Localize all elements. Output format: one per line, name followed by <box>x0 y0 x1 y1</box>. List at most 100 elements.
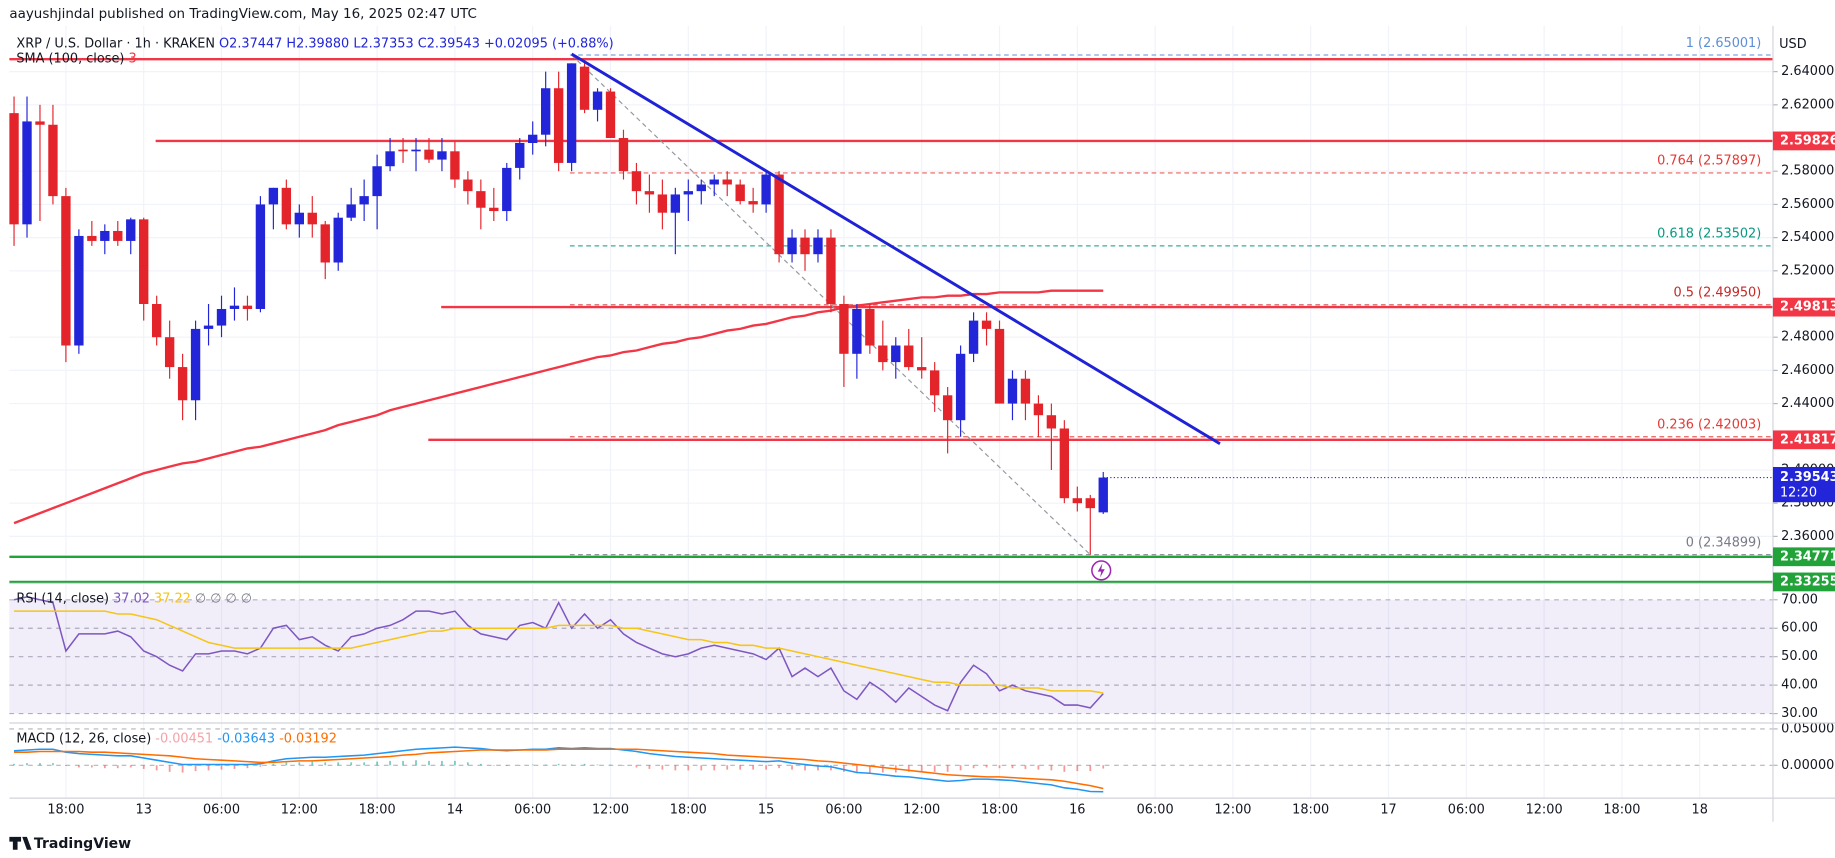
macd-histogram-bar <box>687 765 690 771</box>
macd-histogram-bar <box>181 765 184 773</box>
candle-body <box>139 219 149 305</box>
y-tick-label: 2.48000 <box>1781 330 1834 345</box>
candle-body <box>904 345 914 368</box>
macd-histogram-bar <box>998 765 1001 769</box>
y-tick-label: 2.56000 <box>1781 197 1834 212</box>
candle-body <box>528 134 538 144</box>
candle-body <box>151 304 162 338</box>
y-tick-label: 30.00 <box>1781 706 1818 721</box>
candle-body <box>216 308 227 326</box>
macd-histogram-bar <box>778 765 780 769</box>
macd-histogram-bar <box>454 760 456 766</box>
current-price: 2.39543 <box>1780 470 1835 485</box>
macd-histogram-bar <box>791 765 793 770</box>
macd-histogram-bar <box>570 764 573 766</box>
x-tick-label: 12:00 <box>281 802 318 817</box>
candle-body <box>644 191 655 195</box>
macd-histogram-bar <box>739 765 742 770</box>
sma-name: SMA (100, close) <box>16 51 124 66</box>
macd-histogram-bar <box>155 765 158 771</box>
candle-body <box>1085 498 1095 509</box>
macd-histogram-bar <box>661 765 664 770</box>
candle-body <box>657 194 668 213</box>
candle-body <box>1020 378 1031 404</box>
macd-histogram-bar <box>868 765 871 773</box>
macd-histogram-bar <box>350 762 353 766</box>
x-tick-label: 15 <box>758 802 774 817</box>
y-tick-label: 50.00 <box>1781 649 1818 664</box>
marks <box>9 52 1773 793</box>
candle-body <box>1059 428 1070 499</box>
macd-histogram-bar <box>700 765 703 771</box>
macd-histogram-bar <box>907 765 910 772</box>
signal-value: -0.03192 <box>279 731 337 746</box>
macd-legend: MACD (12, 26, close) -0.00451 -0.03643 -… <box>16 731 337 746</box>
macd-histogram-bar <box>1037 765 1040 770</box>
candle-body <box>190 328 201 401</box>
candle-body <box>942 395 953 421</box>
macd-histogram-bar <box>168 765 171 772</box>
countdown: 12:20 <box>1780 485 1817 500</box>
macd-histogram-bar <box>363 762 366 766</box>
macd-histogram-bar <box>843 765 845 772</box>
macd-histogram-bar <box>920 765 923 772</box>
candle-body <box>437 151 447 160</box>
macd-histogram-bar <box>26 763 28 766</box>
level-label: 2.59826 <box>1780 133 1835 148</box>
macd-histogram-bar <box>77 765 80 768</box>
macd-histogram-bar <box>648 765 651 769</box>
candle-body <box>502 167 512 212</box>
na: ∅ <box>225 591 236 606</box>
macd-histogram-bar <box>246 765 249 769</box>
candle-body <box>515 143 525 168</box>
candle-body <box>683 191 693 195</box>
candle-body <box>164 337 175 368</box>
macd-histogram-bar <box>1050 765 1053 771</box>
macd-histogram-bar <box>804 765 806 771</box>
candle-body <box>878 345 888 363</box>
macd-histogram-bar <box>635 765 638 768</box>
candle-body <box>774 174 784 255</box>
x-tick-label: 17 <box>1380 802 1396 817</box>
level-tag <box>1772 547 1835 567</box>
candle-body <box>476 191 486 208</box>
candle-body <box>605 91 616 139</box>
candle-body <box>242 305 253 309</box>
macd-value: -0.03643 <box>217 731 275 746</box>
candle-body <box>981 320 992 329</box>
candle-body <box>917 367 927 371</box>
level-tag <box>1772 572 1835 592</box>
candle-body <box>255 204 266 309</box>
candle-body <box>1033 403 1044 416</box>
candle-body <box>800 237 810 255</box>
candle-body <box>540 88 551 135</box>
na: ∅ <box>241 591 252 606</box>
macd-histogram-bar <box>881 765 884 773</box>
macd-histogram-bar <box>13 763 15 766</box>
macd-histogram-bar <box>505 765 508 767</box>
macd-histogram-bar <box>103 765 106 769</box>
candle-body <box>1072 498 1082 504</box>
macd-histogram-bar <box>285 762 288 766</box>
macd-histogram-bar <box>1089 765 1092 772</box>
macd-histogram-bar <box>402 760 404 766</box>
candle-body <box>579 66 590 110</box>
macd-histogram-bar <box>311 761 314 766</box>
macd-histogram-bar <box>492 765 495 766</box>
symbol-legend: XRP / U.S. Dollar · 1h · KRAKEN O2.37447… <box>16 36 613 51</box>
fib-label: 0 (2.34899) <box>1686 535 1761 550</box>
macd-histogram-bar <box>622 765 625 767</box>
macd-histogram-bar <box>479 763 482 766</box>
y-tick-label: 60.00 <box>1781 621 1818 636</box>
alert-bolt <box>1097 563 1105 578</box>
rsi-value: 37.02 <box>113 591 150 606</box>
y-tick-label: 40.00 <box>1781 678 1818 693</box>
macd-histogram-bar <box>972 765 975 769</box>
candle-body <box>48 124 58 197</box>
candle-body <box>787 237 797 255</box>
x-tick-label: 18 <box>1692 802 1708 817</box>
grid <box>9 25 1773 799</box>
indicator-line <box>14 746 1104 793</box>
